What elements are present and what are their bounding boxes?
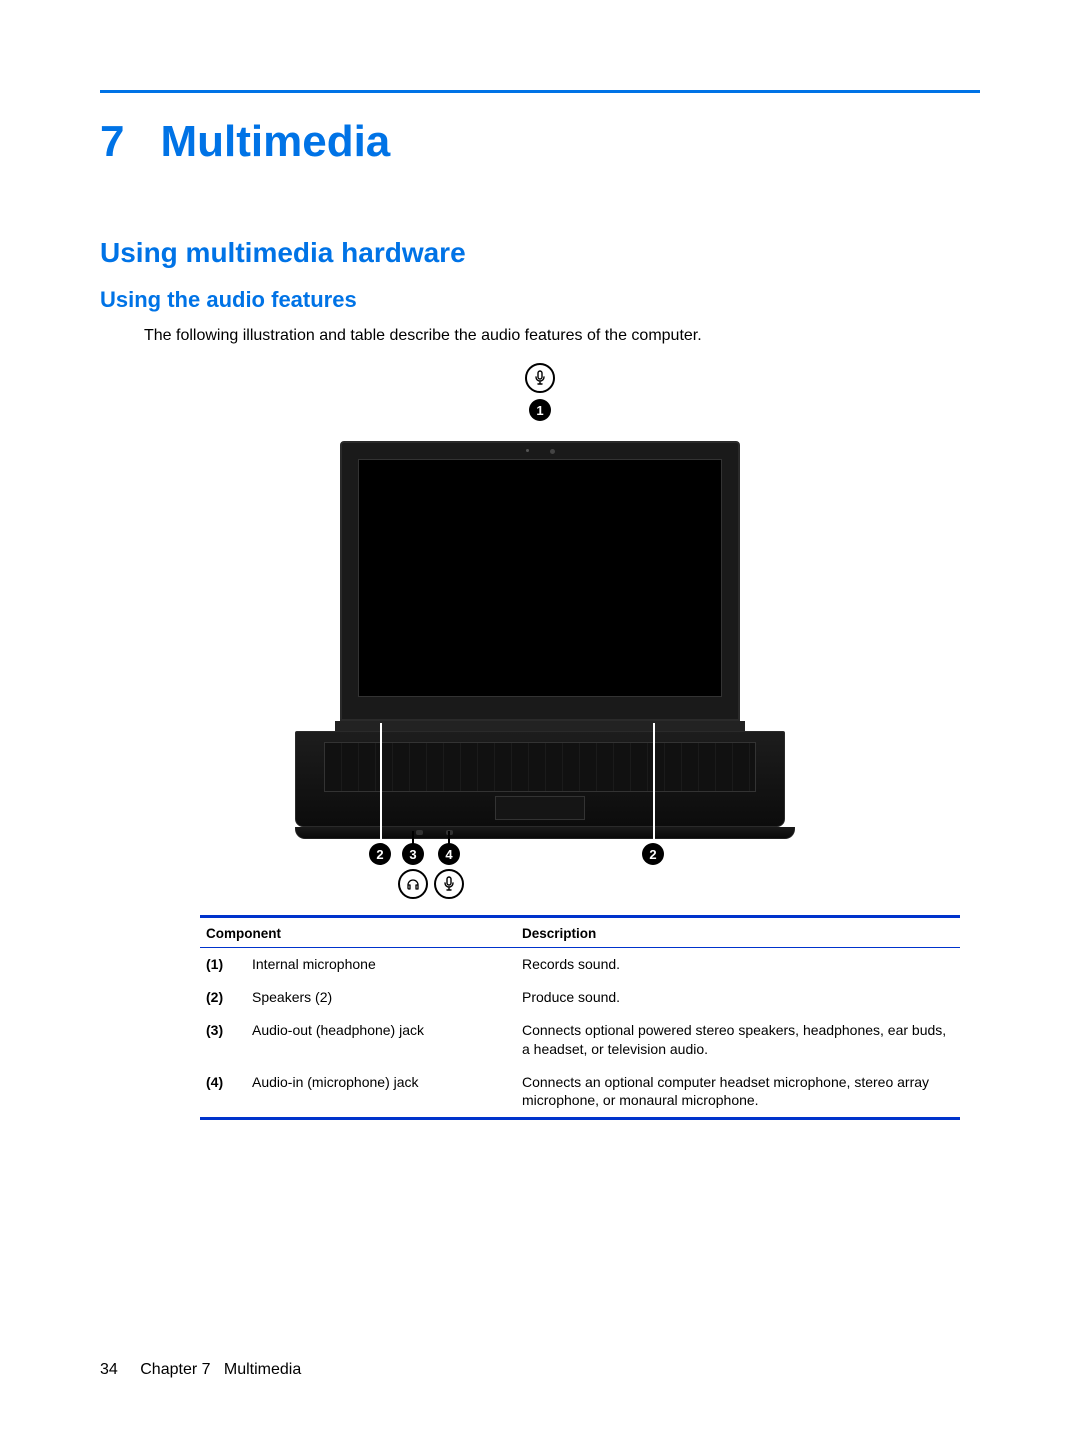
table-row: (4) Audio-in (microphone) jack Connects … <box>200 1066 960 1119</box>
page-number: 34 <box>100 1361 118 1379</box>
subsection-heading: Using the audio features <box>100 287 980 313</box>
row-component: Audio-in (microphone) jack <box>246 1066 516 1119</box>
section-heading: Using multimedia hardware <box>100 237 980 269</box>
microphone-icon <box>525 363 555 393</box>
headphones-icon <box>398 869 428 899</box>
footer-chapter-title: Multimedia <box>224 1361 301 1378</box>
row-description: Connects optional powered stereo speaker… <box>516 1014 960 1066</box>
laptop-body <box>295 441 785 839</box>
table-header-row: Component Description <box>200 917 960 948</box>
chapter-heading: 7 Multimedia <box>100 117 980 167</box>
table-row: (1) Internal microphone Records sound. <box>200 948 960 981</box>
table-row: (3) Audio-out (headphone) jack Connects … <box>200 1014 960 1066</box>
laptop-base <box>295 731 785 827</box>
row-number: (1) <box>200 948 246 981</box>
audio-features-table: Component Description (1) Internal micro… <box>200 915 960 1120</box>
row-description: Records sound. <box>516 948 960 981</box>
page-footer: 34 Chapter 7 Multimedia <box>100 1361 301 1379</box>
top-horizontal-rule <box>100 90 980 93</box>
row-number: (3) <box>200 1014 246 1066</box>
lead-line-2l <box>380 723 382 841</box>
table-row: (2) Speakers (2) Produce sound. <box>200 981 960 1014</box>
callout-1: 1 <box>529 399 551 421</box>
row-component: Internal microphone <box>246 948 516 981</box>
intro-paragraph: The following illustration and table des… <box>144 327 980 345</box>
callout-2-right: 2 <box>642 843 664 865</box>
callout-2-left: 2 <box>369 843 391 865</box>
footer-chapter-label: Chapter 7 <box>140 1361 210 1378</box>
row-description: Connects an optional computer headset mi… <box>516 1066 960 1119</box>
lead-line-2r <box>653 723 655 841</box>
microphone-icon <box>434 869 464 899</box>
row-component: Audio-out (headphone) jack <box>246 1014 516 1066</box>
laptop-mic-hole <box>526 449 529 452</box>
row-number: (2) <box>200 981 246 1014</box>
callout-4: 4 <box>438 843 460 865</box>
laptop-lid <box>340 441 740 721</box>
row-number: (4) <box>200 1066 246 1119</box>
laptop-hinge <box>335 721 745 731</box>
laptop-front-edge <box>295 827 795 839</box>
headphone-port <box>416 830 423 835</box>
laptop-screen <box>358 459 722 697</box>
laptop-touchpad <box>495 796 585 820</box>
chapter-title: Multimedia <box>160 117 390 166</box>
laptop-illustration: 1 2 3 4 2 <box>260 363 820 903</box>
row-component: Speakers (2) <box>246 981 516 1014</box>
chapter-number: 7 <box>100 117 124 167</box>
callout-3: 3 <box>402 843 424 865</box>
row-description: Produce sound. <box>516 981 960 1014</box>
laptop-webcam <box>550 449 555 454</box>
laptop-keyboard <box>324 742 756 792</box>
column-header-description: Description <box>516 917 960 948</box>
column-header-component: Component <box>200 917 516 948</box>
